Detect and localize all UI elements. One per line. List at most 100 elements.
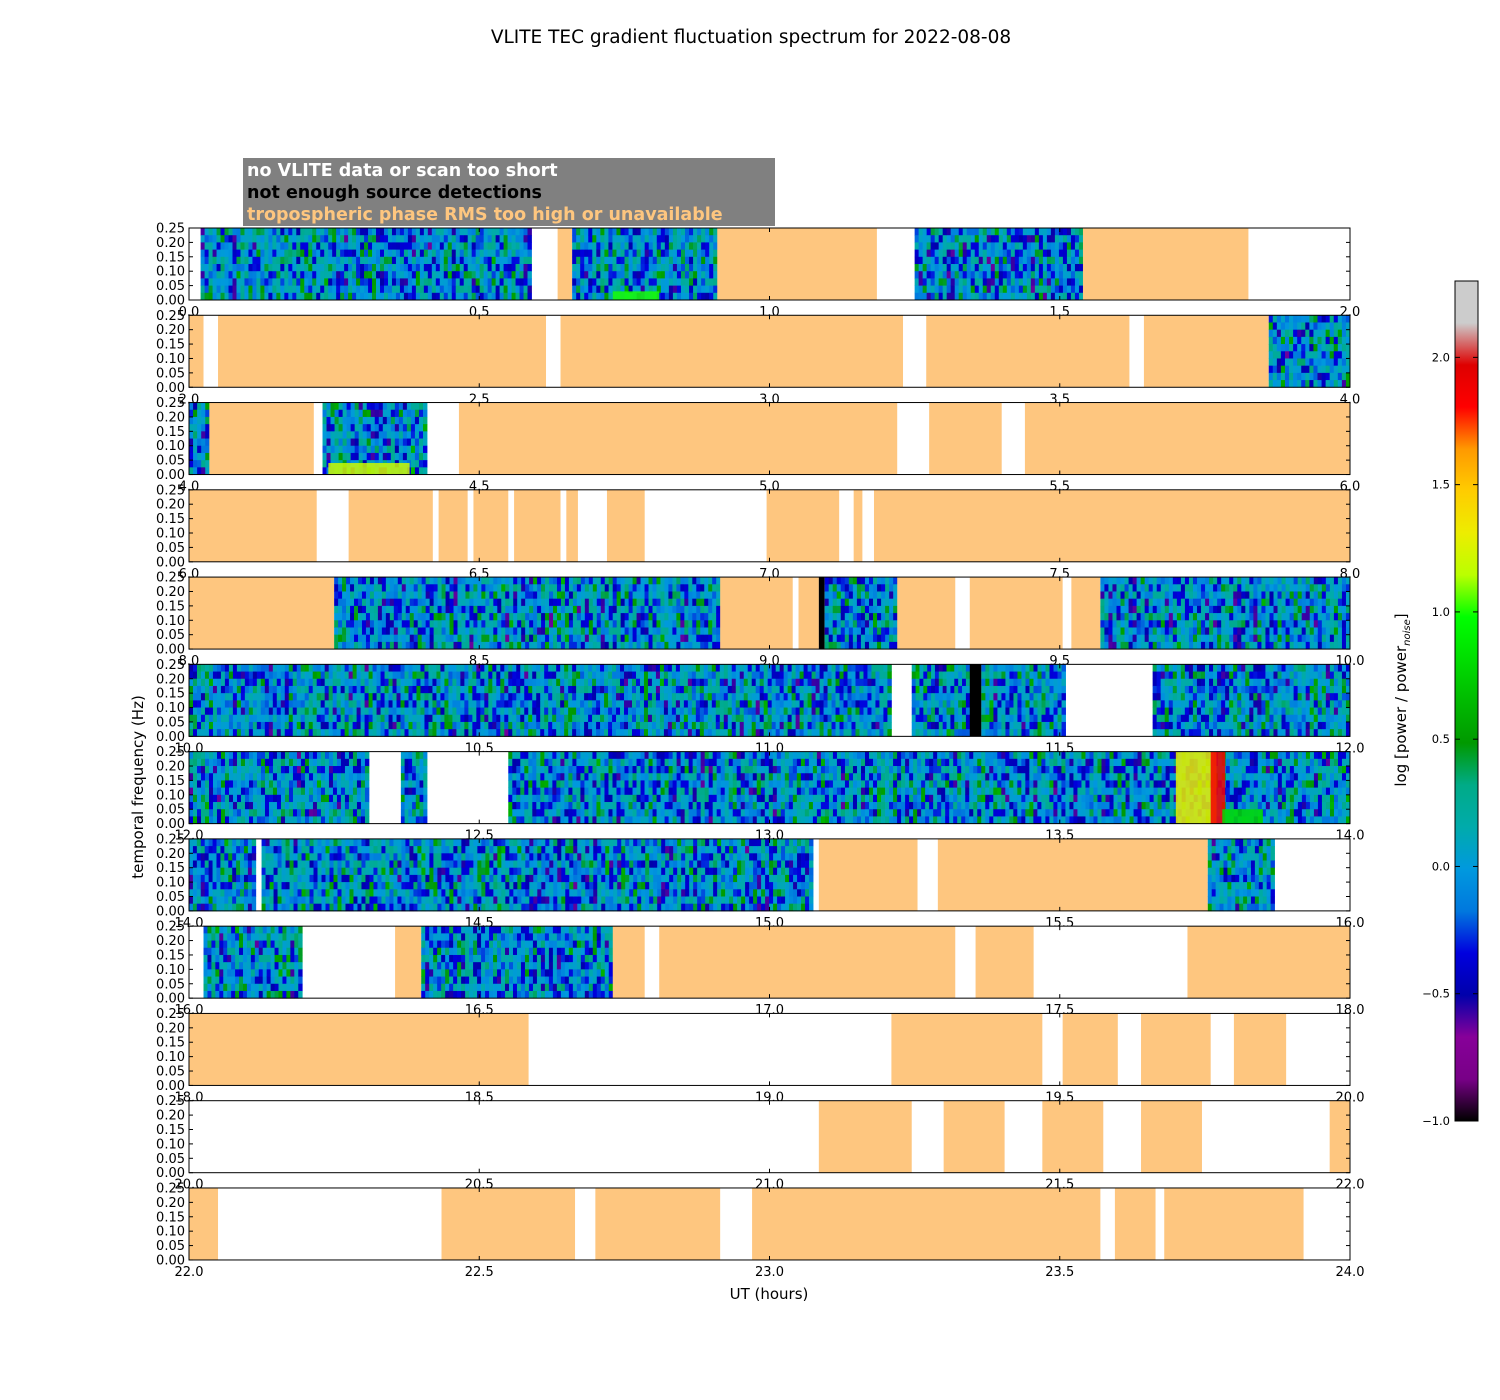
spectrum-cell bbox=[608, 235, 613, 243]
spectrum-cell bbox=[342, 577, 347, 585]
spectrum-cell bbox=[360, 264, 365, 272]
spectrum-cell bbox=[1289, 627, 1295, 636]
spectrum-cell bbox=[568, 641, 574, 650]
spectrum-cell bbox=[1188, 605, 1194, 614]
spectrum-cell bbox=[495, 256, 501, 265]
spectrum-cell bbox=[503, 235, 508, 243]
spectrum-cell bbox=[332, 729, 338, 737]
spectrum-cell bbox=[1070, 235, 1076, 243]
spectrum-cell bbox=[491, 264, 497, 272]
spectrum-cell bbox=[212, 671, 218, 680]
spectrum-cell bbox=[340, 700, 346, 708]
spectrum-cell bbox=[385, 605, 391, 614]
spectrum-cell bbox=[208, 678, 214, 687]
spectrum-cell bbox=[680, 285, 686, 294]
segment-trop-rms bbox=[189, 489, 317, 562]
spectrum-cell bbox=[488, 664, 493, 672]
spectrum-cell bbox=[974, 256, 980, 265]
spectrum-cell bbox=[852, 641, 858, 650]
spectrum-cell bbox=[443, 278, 449, 286]
spectrum-cell bbox=[280, 256, 285, 265]
spectrum-cell bbox=[348, 271, 353, 279]
spectrum-cell bbox=[608, 620, 614, 628]
spectrum-cell bbox=[840, 605, 846, 614]
spectrum-cell bbox=[390, 445, 396, 454]
spectrum-cell bbox=[369, 605, 375, 614]
spectrum-cell bbox=[423, 235, 429, 243]
spectrum-cell bbox=[532, 714, 537, 723]
spectrum-cell bbox=[692, 577, 697, 585]
spectrum-cell bbox=[393, 620, 399, 628]
spectrum-cell bbox=[693, 292, 698, 301]
spectrum-cell bbox=[1128, 641, 1133, 650]
spectrum-cell bbox=[461, 605, 466, 614]
spectrum-cell bbox=[469, 605, 474, 614]
spectrum-cell bbox=[459, 264, 465, 272]
spectrum-cell bbox=[588, 264, 593, 272]
spectrum-cell bbox=[1188, 591, 1194, 600]
spectrum-cell bbox=[377, 591, 383, 600]
spectrum-cell bbox=[280, 264, 285, 272]
spectrum-cell bbox=[541, 605, 546, 614]
spectrum-cell bbox=[1002, 278, 1008, 286]
spectrum-cell bbox=[580, 235, 585, 243]
spectrum-cell bbox=[656, 577, 661, 585]
spectrum-cell bbox=[950, 278, 956, 286]
spectrum-cell bbox=[1156, 591, 1162, 600]
spectrum-cell bbox=[360, 678, 365, 687]
legend-entry-trop-rms: tropospheric phase RMS too high or unava… bbox=[247, 205, 723, 225]
spectrum-cell bbox=[1116, 591, 1121, 600]
spectrum-cell bbox=[416, 714, 421, 723]
spectrum-cell bbox=[1241, 584, 1246, 592]
spectrum-cell bbox=[580, 242, 585, 250]
spectrum-cell bbox=[453, 613, 458, 621]
spectrum-cell bbox=[1325, 613, 1331, 621]
spectrum-cell bbox=[193, 431, 198, 439]
spectrum-cell bbox=[824, 627, 830, 636]
spectrum-cell bbox=[1192, 634, 1198, 643]
spectrum-cell bbox=[712, 591, 717, 600]
spectrum-cell bbox=[636, 627, 641, 636]
spectrum-cell bbox=[439, 235, 445, 243]
spectrum-cell bbox=[938, 242, 944, 250]
spectrum-cell bbox=[284, 707, 290, 716]
spectrum-cell bbox=[400, 729, 405, 737]
spectrum-cell bbox=[1273, 627, 1278, 636]
spectrum-cell bbox=[612, 591, 618, 600]
spectrum-cell bbox=[685, 285, 690, 294]
spectrum-cell bbox=[376, 693, 381, 701]
spectrum-cell bbox=[1221, 613, 1226, 621]
spectrum-cell bbox=[484, 693, 489, 701]
spectrum-cell bbox=[330, 402, 335, 411]
spectrum-cell bbox=[1018, 249, 1024, 258]
spectrum-cell bbox=[408, 707, 413, 716]
spectrum-cell bbox=[680, 605, 685, 614]
spectrum-cell bbox=[467, 278, 473, 286]
spectrum-cell bbox=[1180, 634, 1186, 643]
spectrum-cell bbox=[832, 605, 838, 614]
spectrum-cell bbox=[1329, 591, 1335, 600]
spectrum-cell bbox=[415, 264, 421, 272]
spectrum-cell bbox=[701, 264, 706, 272]
spectrum-cell bbox=[395, 264, 401, 272]
spectrum-cell bbox=[1281, 634, 1286, 643]
spectrum-cell bbox=[409, 598, 415, 607]
spectrum-cell bbox=[487, 235, 493, 243]
spectrum-cell bbox=[445, 627, 450, 636]
spectrum-cell bbox=[479, 285, 485, 294]
spectrum-cell bbox=[990, 271, 996, 279]
spectrum-cell bbox=[433, 641, 438, 650]
spectrum-cell bbox=[372, 285, 377, 294]
spectrum-cell bbox=[1201, 634, 1206, 643]
spectrum-cell bbox=[1317, 577, 1323, 585]
spectrum-cell bbox=[414, 467, 420, 475]
spectrum-cell bbox=[509, 641, 514, 650]
spectrum-cell bbox=[344, 278, 349, 286]
spectrum-cell bbox=[596, 228, 601, 236]
spectrum-cell bbox=[503, 256, 508, 265]
spectrum-cell bbox=[1268, 380, 1274, 388]
spectrum-cell bbox=[592, 634, 598, 643]
spectrum-cell bbox=[868, 591, 874, 600]
spectrum-cell bbox=[501, 634, 506, 643]
